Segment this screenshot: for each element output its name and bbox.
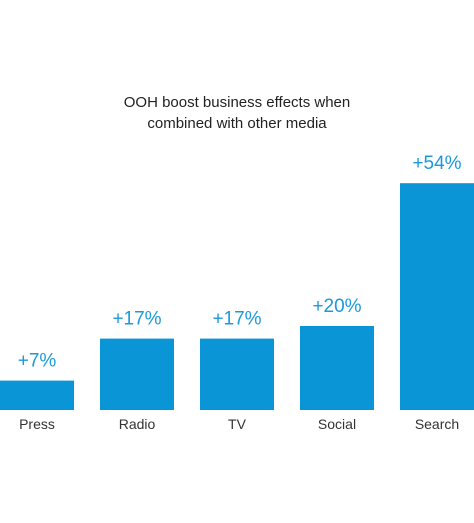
- bars-group: +7% Press +17% Radio +17% TV +20% Social +54% Sea…: [0, 153, 474, 432]
- value-label-press: +7%: [18, 351, 57, 372]
- value-label-search: +54%: [412, 153, 461, 174]
- chart-title-line-2: combined with other media: [147, 115, 327, 132]
- chart-title-line-1: OOH boost business effects when: [124, 94, 351, 111]
- category-label-radio: Radio: [119, 416, 156, 432]
- value-label-radio: +17%: [112, 309, 161, 330]
- bar-tv: [200, 338, 274, 410]
- value-label-social: +20%: [312, 296, 361, 317]
- category-label-tv: TV: [228, 416, 247, 432]
- bar-radio: [100, 338, 174, 410]
- category-label-social: Social: [318, 416, 356, 432]
- bar-press: [0, 380, 74, 410]
- bar-social: [300, 326, 374, 410]
- category-label-press: Press: [19, 416, 55, 432]
- value-label-tv: +17%: [212, 309, 261, 330]
- category-label-search: Search: [415, 416, 459, 432]
- bar-search: [400, 183, 474, 410]
